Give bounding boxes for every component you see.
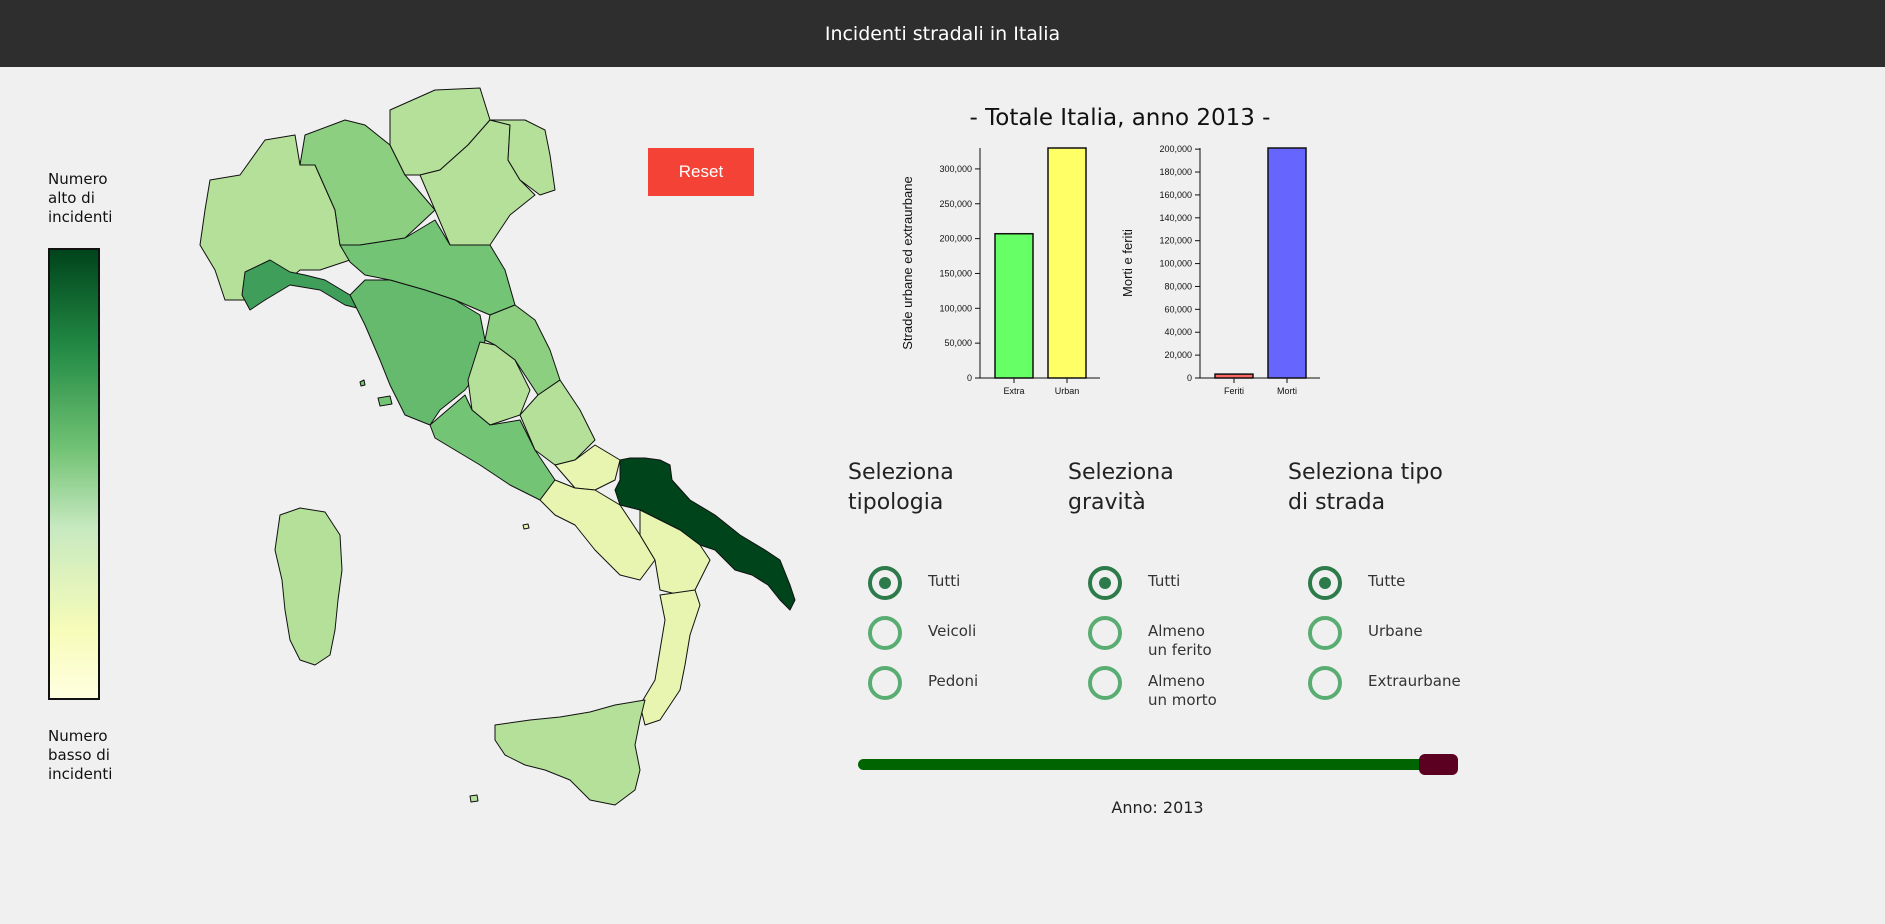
y-tick-label: 140,000 [1159,213,1192,223]
island-capraia [359,379,366,387]
radio-label[interactable]: Extraurbane [1368,672,1461,690]
radio-gravita-ferito[interactable] [1088,616,1122,650]
radio-strada-urbane[interactable] [1308,616,1342,650]
year-label: Anno: 2013 [1111,798,1204,817]
y-axis-label: Strade urbane ed extraurbane [900,176,915,349]
region-friuli[interactable] [489,119,556,196]
y-tick-label: 100,000 [1159,259,1192,269]
year-slider-track[interactable] [858,759,1424,770]
radio-label[interactable]: Tutti [1148,572,1181,590]
y-tick-label: 0 [967,373,972,383]
italy-map[interactable] [190,80,830,820]
radio-gravita-morto[interactable] [1088,666,1122,700]
radio-gravita-tutti[interactable] [1088,566,1122,600]
radio-label[interactable]: Almeno un morto [1148,672,1217,709]
x-tick-label: Feriti [1224,386,1244,396]
island-pantelleria [469,794,479,803]
road-type-bar-chart: Strade urbane ed extraurbane 0 50,000 100,0… [900,147,1100,396]
region-liguria[interactable] [241,259,366,311]
radio-strada-tutte[interactable] [1308,566,1342,600]
y-tick-label: 200,000 [939,234,972,244]
region-sicilia[interactable] [494,699,646,806]
region-calabria[interactable] [639,589,701,726]
x-tick-label: Extra [1003,386,1024,396]
radio-label[interactable]: Tutti [928,572,961,590]
reset-button[interactable]: Reset [648,148,754,196]
legend-top-label: Numero alto di incidenti [48,170,113,226]
y-tick-label: 200,000 [1159,144,1192,154]
y-tick-label: 180,000 [1159,167,1192,177]
y-tick-label: 50,000 [944,338,972,348]
region-sardegna[interactable] [274,507,343,666]
y-tick-label: 300,000 [939,164,972,174]
filter-title-gravita: Seleziona gravità [1068,460,1174,515]
y-tick-label: 40,000 [1164,327,1192,337]
bar-extra [994,232,1034,379]
y-tick-label: 80,000 [1164,281,1192,291]
radio-strada-extraurbane[interactable] [1308,666,1342,700]
casualties-bar-chart: Morti e feriti 0 20,000 40,000 60,000 80,000 1… [1120,144,1320,396]
bar-urban [1047,147,1087,379]
radio-label[interactable]: Tutte [1368,572,1406,590]
x-tick-label: Morti [1277,386,1297,396]
x-tick-label: Urban [1055,386,1080,396]
y-tick-label: 250,000 [939,199,972,209]
year-slider-thumb[interactable] [1419,754,1458,775]
radio-tipologia-veicoli[interactable] [868,616,902,650]
y-tick-label: 0 [1187,373,1192,383]
island-ischia [522,523,530,530]
legend-bottom-label: Numero basso di incidenti [48,727,113,783]
radio-tipologia-tutti[interactable] [868,566,902,600]
filter-title-strada: Seleziona tipo di strada [1288,460,1443,515]
bar-feriti [1214,373,1254,379]
radio-label[interactable]: Urbane [1368,622,1423,640]
island-elba [377,395,393,407]
y-tick-label: 100,000 [939,303,972,313]
radio-label[interactable]: Pedoni [928,672,979,690]
header-bar: Incidenti stradali in Italia [0,0,1885,67]
y-axis-label: Morti e feriti [1120,229,1135,297]
region-abruzzo[interactable] [519,379,596,466]
bar-morti [1267,147,1307,379]
filter-title-tipologia: Seleziona tipologia [848,460,954,515]
y-tick-label: 150,000 [939,268,972,278]
chart-title: - Totale Italia, anno 2013 - [969,105,1271,131]
radio-label[interactable]: Almeno un ferito [1148,622,1212,659]
y-tick-label: 120,000 [1159,236,1192,246]
color-scale-legend [48,248,100,700]
page-title: Incidenti stradali in Italia [824,22,1061,45]
y-tick-label: 20,000 [1164,350,1192,360]
y-tick-label: 60,000 [1164,304,1192,314]
radio-tipologia-pedoni[interactable] [868,666,902,700]
radio-label[interactable]: Veicoli [928,622,977,640]
y-tick-label: 160,000 [1159,190,1192,200]
